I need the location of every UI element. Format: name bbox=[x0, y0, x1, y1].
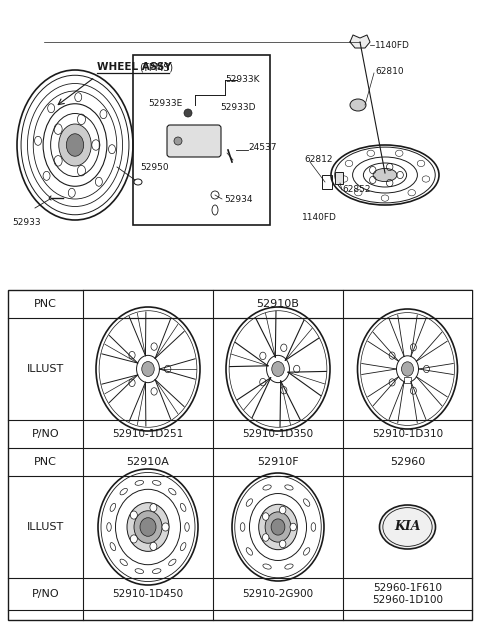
Text: 52960-1F610
52960-1D100: 52960-1F610 52960-1D100 bbox=[372, 583, 443, 605]
Ellipse shape bbox=[131, 511, 137, 519]
Ellipse shape bbox=[131, 535, 137, 543]
Bar bbox=[8, 290, 472, 620]
Text: 52910-1D310: 52910-1D310 bbox=[372, 429, 443, 439]
Text: 52910-2G900: 52910-2G900 bbox=[242, 589, 313, 599]
Ellipse shape bbox=[263, 534, 269, 541]
Ellipse shape bbox=[265, 512, 291, 542]
Ellipse shape bbox=[246, 499, 252, 506]
Ellipse shape bbox=[135, 480, 144, 485]
Text: 52910F: 52910F bbox=[257, 457, 299, 467]
Text: 52934: 52934 bbox=[224, 196, 252, 204]
Ellipse shape bbox=[212, 205, 218, 215]
Ellipse shape bbox=[285, 564, 293, 569]
Ellipse shape bbox=[120, 559, 127, 566]
Ellipse shape bbox=[120, 488, 127, 495]
Ellipse shape bbox=[153, 569, 161, 574]
FancyBboxPatch shape bbox=[167, 125, 221, 157]
Bar bbox=[133, 55, 270, 225]
Text: 52910A: 52910A bbox=[127, 457, 169, 467]
Ellipse shape bbox=[259, 505, 297, 549]
Text: 52933: 52933 bbox=[12, 218, 41, 227]
Text: P/NO: P/NO bbox=[32, 429, 60, 439]
Ellipse shape bbox=[373, 168, 397, 181]
Text: WHEEL ASSY: WHEEL ASSY bbox=[97, 62, 172, 72]
Ellipse shape bbox=[185, 523, 189, 531]
Ellipse shape bbox=[263, 564, 271, 569]
Text: PNC: PNC bbox=[34, 299, 57, 309]
Text: ILLUST: ILLUST bbox=[27, 364, 64, 374]
Text: 62852: 62852 bbox=[342, 186, 371, 194]
Ellipse shape bbox=[303, 548, 310, 555]
Text: PNC: PNC bbox=[34, 457, 57, 467]
Ellipse shape bbox=[184, 109, 192, 117]
Ellipse shape bbox=[401, 362, 413, 376]
Text: 52910-1D350: 52910-1D350 bbox=[242, 429, 313, 439]
Ellipse shape bbox=[142, 361, 154, 376]
Text: 1140FD: 1140FD bbox=[375, 40, 410, 49]
Bar bbox=[83, 290, 472, 318]
Text: 52933D: 52933D bbox=[220, 103, 255, 113]
Text: 24537: 24537 bbox=[248, 143, 276, 153]
Ellipse shape bbox=[271, 519, 285, 535]
Ellipse shape bbox=[211, 191, 219, 199]
Ellipse shape bbox=[107, 523, 111, 531]
Ellipse shape bbox=[168, 559, 176, 566]
Polygon shape bbox=[350, 35, 370, 48]
Ellipse shape bbox=[110, 543, 116, 551]
Ellipse shape bbox=[135, 569, 144, 574]
Text: 52960: 52960 bbox=[390, 457, 425, 467]
Text: 52910-1D251: 52910-1D251 bbox=[112, 429, 184, 439]
Text: ILLUST: ILLUST bbox=[27, 522, 64, 532]
Ellipse shape bbox=[180, 503, 186, 511]
Text: 52933E: 52933E bbox=[148, 100, 182, 108]
Ellipse shape bbox=[127, 503, 169, 551]
Text: 52910B: 52910B bbox=[256, 299, 299, 309]
Text: 52910-1D450: 52910-1D450 bbox=[112, 589, 183, 599]
Ellipse shape bbox=[162, 523, 169, 531]
Ellipse shape bbox=[150, 542, 157, 550]
Text: (TPMS): (TPMS) bbox=[139, 62, 173, 72]
Ellipse shape bbox=[380, 505, 435, 549]
Ellipse shape bbox=[311, 523, 316, 531]
Ellipse shape bbox=[285, 485, 293, 490]
Bar bbox=[335, 172, 343, 184]
Ellipse shape bbox=[272, 361, 284, 376]
Bar bbox=[404, 378, 411, 383]
Ellipse shape bbox=[350, 99, 366, 111]
Bar bbox=[322, 175, 332, 189]
Ellipse shape bbox=[246, 548, 252, 555]
Text: KIA: KIA bbox=[394, 520, 421, 533]
Text: 62812: 62812 bbox=[304, 156, 333, 164]
Ellipse shape bbox=[140, 518, 156, 536]
Ellipse shape bbox=[290, 523, 297, 531]
Text: 52933K: 52933K bbox=[225, 75, 260, 85]
Ellipse shape bbox=[153, 480, 161, 485]
Ellipse shape bbox=[240, 523, 245, 531]
Ellipse shape bbox=[263, 485, 271, 490]
Ellipse shape bbox=[134, 511, 162, 543]
Text: 1140FD: 1140FD bbox=[302, 214, 337, 222]
Ellipse shape bbox=[66, 134, 84, 156]
Ellipse shape bbox=[59, 124, 91, 166]
Ellipse shape bbox=[303, 499, 310, 506]
Text: P/NO: P/NO bbox=[32, 589, 60, 599]
Text: 62810: 62810 bbox=[375, 67, 404, 77]
Ellipse shape bbox=[180, 543, 186, 551]
Ellipse shape bbox=[110, 503, 116, 511]
Ellipse shape bbox=[134, 179, 142, 185]
Text: 52950: 52950 bbox=[140, 163, 168, 171]
Ellipse shape bbox=[263, 513, 269, 520]
Ellipse shape bbox=[279, 506, 286, 514]
Ellipse shape bbox=[150, 503, 157, 511]
Ellipse shape bbox=[168, 488, 176, 495]
Ellipse shape bbox=[174, 137, 182, 145]
Ellipse shape bbox=[279, 540, 286, 548]
